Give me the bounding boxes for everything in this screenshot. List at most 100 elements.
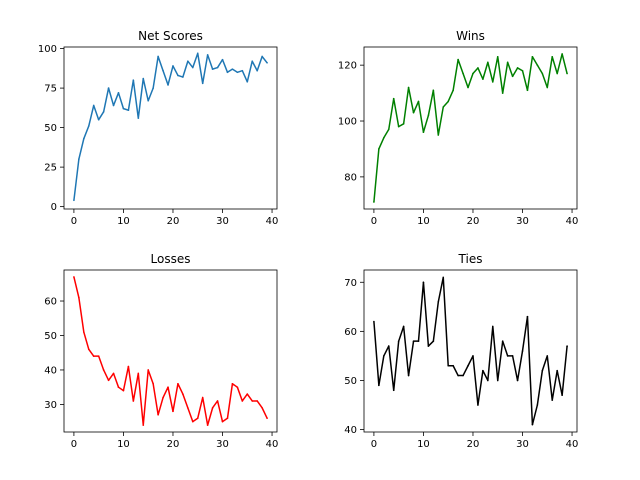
net-scores-data-point (261, 55, 263, 58)
losses-data-point (78, 296, 80, 299)
losses-data-point (157, 413, 159, 416)
ties-axes-frame (363, 269, 578, 433)
ties-data-point (482, 369, 484, 372)
ties-data-point (462, 374, 464, 377)
losses-title: Losses (151, 252, 191, 266)
losses-data-point (83, 331, 85, 333)
wins-data-point (462, 72, 464, 75)
net-scores-data-point (152, 87, 154, 89)
losses-data-point (73, 276, 75, 278)
wins-data-point (561, 53, 563, 55)
wins-y-tick-label: 120 (338, 61, 357, 72)
net-scores-data-point (221, 58, 224, 61)
ties-data-point (472, 355, 474, 357)
wins-y-tick-label: 80 (344, 172, 357, 183)
losses-data-point (122, 389, 125, 392)
ties-x-tick-label: 40 (566, 439, 579, 450)
losses-x-tick-label: 0 (71, 439, 77, 450)
losses-series-line (73, 276, 268, 426)
ties-x-tick-label: 10 (417, 439, 430, 450)
net-scores-data-point (112, 104, 115, 107)
wins-data-point (392, 97, 395, 100)
net-scores-series-line (73, 52, 268, 201)
ties-data-point (412, 340, 415, 342)
ties-y-tick-label: 40 (344, 425, 357, 436)
net-scores-data-point (177, 74, 179, 77)
wins-data-point (551, 55, 554, 58)
losses-data-point (152, 382, 154, 385)
losses-x-tick-label: 10 (117, 439, 130, 450)
losses-data-point (87, 348, 90, 351)
wins-data-point (472, 72, 474, 75)
ties-data-point (383, 355, 385, 357)
ties-y-tick-label: 70 (344, 278, 357, 289)
net-scores-data-point (122, 107, 125, 110)
wins-data-point (383, 136, 385, 139)
wins-x-tick-label: 30 (516, 216, 529, 227)
ties-data-point (397, 340, 400, 342)
net-scores-data-point (92, 104, 95, 107)
net-scores-data-point (246, 80, 249, 83)
net-scores-data-point (97, 118, 100, 121)
ties-data-point (511, 355, 514, 357)
ties-data-point (506, 355, 509, 357)
ties-data-point (551, 399, 554, 401)
net-scores-data-point (147, 99, 150, 102)
losses-data-point (137, 372, 140, 375)
wins-data-point (526, 89, 529, 92)
losses-data-point (187, 407, 189, 409)
wins-data-point (541, 72, 544, 75)
net-scores-x-tick-label: 0 (71, 216, 77, 227)
ties-data-point (442, 276, 445, 279)
losses-data-point (221, 420, 224, 423)
net-scores-data-point (73, 199, 75, 202)
losses-data-point (201, 396, 204, 399)
ties-data-point (536, 404, 539, 406)
wins-data-point (387, 128, 390, 131)
losses-y-tick-label: 50 (44, 331, 57, 342)
losses-data-point (251, 400, 254, 402)
wins-x-tick-label: 20 (467, 216, 480, 227)
ties-data-point (417, 340, 420, 342)
net-scores-data-point (157, 55, 159, 58)
net-scores-y-tick-label: 0 (51, 202, 57, 213)
ties-data-point (437, 301, 440, 303)
losses-axes-frame (63, 269, 278, 433)
losses-data-point (127, 365, 130, 368)
wins-data-point (417, 100, 420, 103)
ties-data-point (496, 379, 499, 382)
net-scores-data-point (137, 117, 140, 119)
ties-data-point (432, 340, 435, 342)
losses-y-tick-label: 30 (44, 400, 57, 411)
losses-y-tick-label: 40 (44, 365, 57, 376)
losses-data-point (211, 407, 214, 409)
net-scores-data-point (216, 66, 219, 69)
losses-data-point (256, 400, 258, 402)
net-scores-data-point (117, 92, 120, 94)
wins-data-point (457, 58, 459, 61)
losses-y-tick-label: 60 (44, 297, 57, 308)
ties-data-point (516, 379, 519, 382)
net-scores-data-point (167, 84, 169, 86)
wins-x-tick-label: 40 (566, 216, 579, 227)
net-scores-data-point (241, 69, 244, 72)
wins-data-point (546, 86, 549, 89)
net-scores-data-point (206, 54, 209, 56)
net-scores-data-point (211, 68, 214, 70)
ties-data-point (387, 345, 390, 347)
wins-y-tick-label: 100 (338, 117, 357, 128)
net-scores-x-tick-label: 10 (117, 216, 130, 227)
net-scores-data-point (201, 82, 204, 85)
net-scores-y-tick-label: 50 (44, 123, 57, 134)
wins-data-point (378, 148, 380, 150)
losses-x-tick-label: 30 (216, 439, 229, 450)
losses-data-point (167, 386, 169, 388)
ties-data-point (526, 315, 529, 318)
ties-data-point (452, 364, 454, 367)
ties-data-point (407, 374, 410, 377)
net-scores-x-tick-label: 30 (216, 216, 229, 227)
wins-data-point (373, 201, 375, 203)
wins-data-point (566, 72, 568, 75)
wins-data-point (501, 92, 504, 94)
wins-data-point (491, 81, 494, 83)
